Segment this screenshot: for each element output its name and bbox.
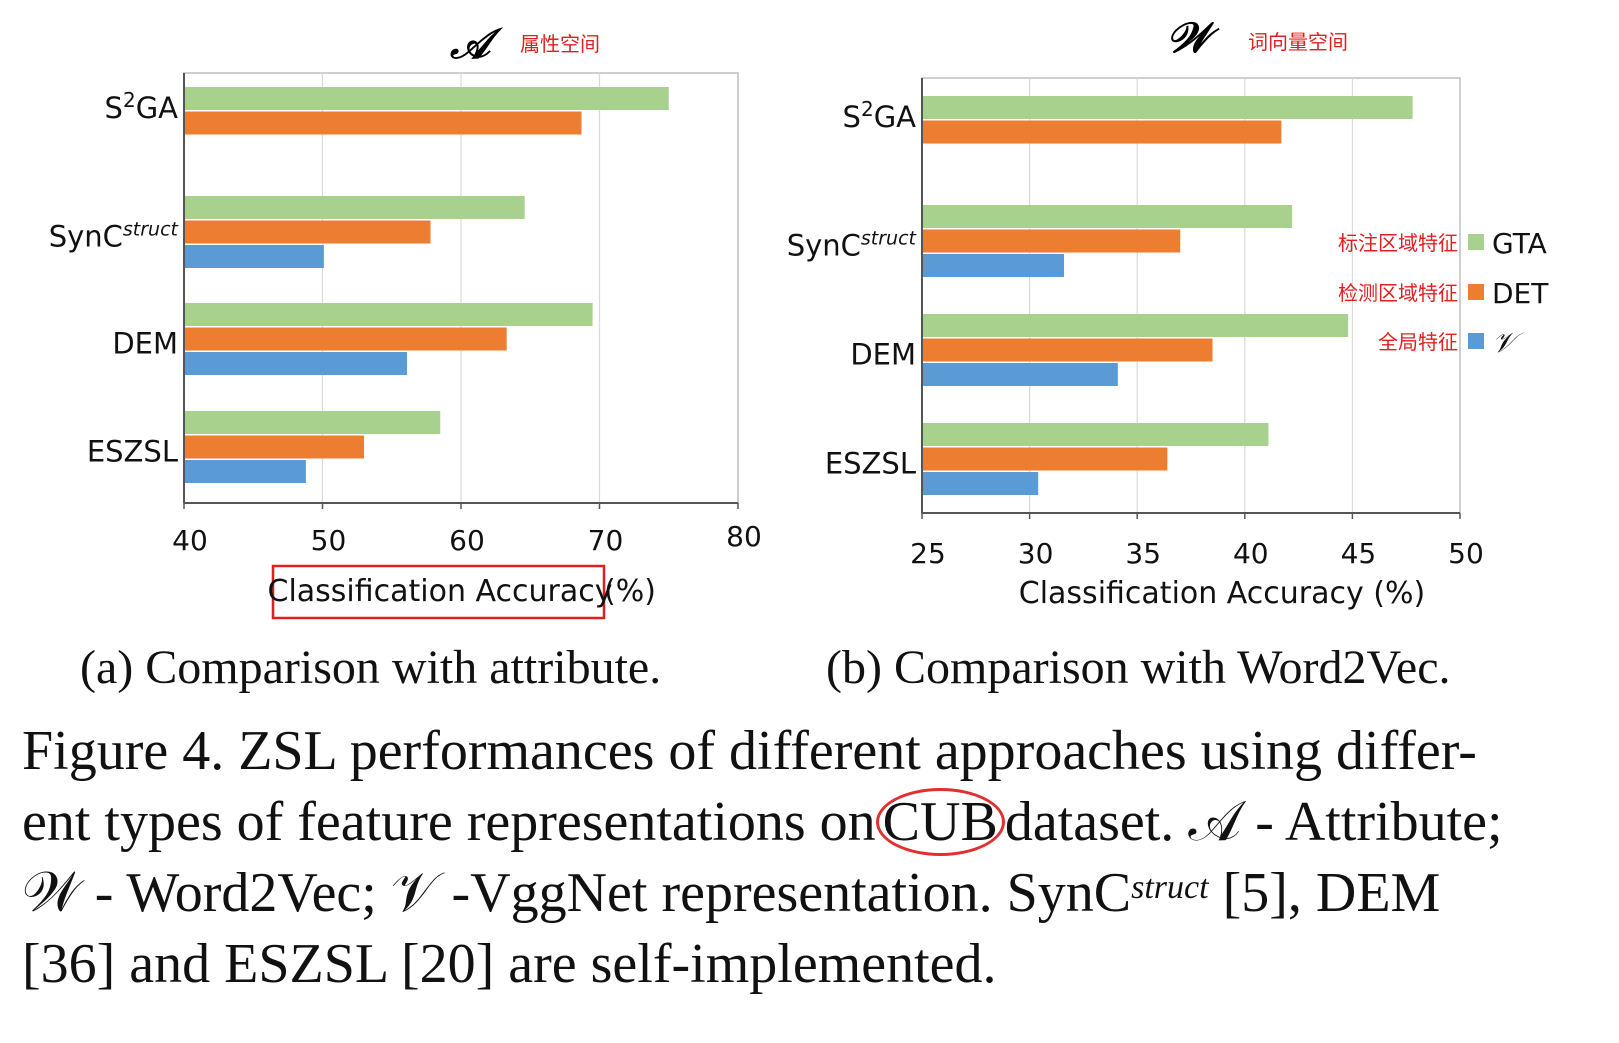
caption-line-2-post: dataset. 𝒜 - Attribute; <box>1004 791 1503 853</box>
category-label-eszsl: ESZSL <box>87 435 178 469</box>
bar-v-syncstruct <box>923 254 1065 277</box>
legend-annotation: 检测区域特征 <box>1338 281 1458 305</box>
caption-line-3-sup: struct <box>1131 869 1209 906</box>
figure-canvas: 𝒜 属性空间 40 50 60 70 80S2GASynCstructDEMESZSL … <box>49 16 1550 620</box>
bar-gta-dem <box>185 303 593 326</box>
bar-det-s2ga <box>185 111 582 135</box>
chart-b-legend: 标注区域特征 GTA 检测区域特征 DET 全局特征 𝒱 <box>1338 227 1549 359</box>
chart-a-xlabel: Classification Accuracy <box>268 574 613 609</box>
bar-det-syncstruct <box>923 229 1181 253</box>
bar-gta-syncstruct <box>185 196 525 219</box>
legend-label: GTA <box>1492 227 1547 260</box>
bar-det-dem <box>923 338 1213 362</box>
category-label-syncstruct: SynCstruct <box>49 219 180 254</box>
chart-a-xlabel-highlight-box <box>271 564 606 620</box>
caption-line-4: [36] and ESZSL [20] are self-implemented… <box>22 933 997 995</box>
x-tick-label: 30 <box>1018 537 1054 570</box>
bar-gta-syncstruct <box>923 205 1293 228</box>
chart-a-title: 𝒜 <box>449 22 504 68</box>
chart-a-xlabel-unit: (%) <box>604 574 656 609</box>
caption-cub-highlight: CUB <box>875 788 1005 856</box>
caption-line-1: Figure 4. ZSL performances of different … <box>22 720 1477 782</box>
x-tick-label: 35 <box>1125 537 1161 570</box>
legend-annotation: 标注区域特征 <box>1338 231 1458 255</box>
category-label-s2ga: S2GA <box>843 97 917 134</box>
caption-line-3: 𝒲 - Word2Vec; 𝒱 -VggNet representation. … <box>22 858 1600 929</box>
chart-a-annotation: 属性空间 <box>520 32 600 56</box>
x-tick-label: 50 <box>311 524 347 557</box>
legend-label: DET <box>1492 277 1549 310</box>
bar-det-syncstruct <box>185 220 431 244</box>
x-tick-label: 60 <box>449 524 485 557</box>
chart-a-plot: 40 50 60 70 80 S2GA SynCstruct DEM ESZSL <box>49 72 762 557</box>
bar-v-eszsl <box>923 472 1039 495</box>
bar-gta-s2ga <box>923 96 1413 119</box>
bar-det-eszsl <box>185 435 365 459</box>
chart-a: 𝒜 属性空间 40 50 60 70 80S2GASynCstructDEMESZSL … <box>49 22 762 620</box>
figure-caption: Figure 4. ZSL performances of different … <box>22 716 1600 1000</box>
subcaption-b: (b) Comparison with Word2Vec. <box>826 641 1451 694</box>
caption-line-2-pre: ent types of feature representations on <box>22 791 876 853</box>
caption-line-3-pre: 𝒲 - Word2Vec; 𝒱 -VggNet representation. … <box>22 862 1132 924</box>
bar-gta-eszsl <box>185 411 441 434</box>
bar-det-eszsl <box>923 447 1168 471</box>
bar-v-syncstruct <box>185 245 324 268</box>
caption-line-2: ent types of feature representations on C… <box>22 787 1600 858</box>
category-label-dem: DEM <box>850 338 916 372</box>
subcaption-a: (a) Comparison with attribute. <box>80 641 662 694</box>
category-label-s2ga: S2GA <box>105 88 179 125</box>
bar-gta-eszsl <box>923 423 1269 446</box>
chart-b-title: 𝒲 <box>1166 16 1220 62</box>
bar-gta-s2ga <box>185 87 669 110</box>
x-tick-label: 40 <box>172 524 208 557</box>
chart-b-plot: 25 30 35 40 45 50 S2GA SynCstruct DEM ESZSL <box>787 77 1484 570</box>
bar-v-eszsl <box>185 460 306 483</box>
legend-label: 𝒱 <box>1492 328 1524 359</box>
chart-b-xlabel: Classification Accuracy (%) <box>1019 576 1425 611</box>
x-tick-label: 50 <box>1448 537 1484 570</box>
x-tick-label: 80 <box>726 520 762 553</box>
legend-annotation: 全局特征 <box>1378 330 1458 354</box>
bar-v-dem <box>185 352 407 375</box>
x-tick-label: 40 <box>1233 537 1269 570</box>
chart-b-annotation: 词向量空间 <box>1248 30 1348 54</box>
bar-det-dem <box>185 327 507 351</box>
caption-line-3-post: [5], DEM <box>1208 862 1441 924</box>
category-label-syncstruct: SynCstruct <box>787 228 918 263</box>
bar-v-dem <box>923 363 1118 386</box>
legend-swatch <box>1468 234 1484 250</box>
bar-det-s2ga <box>923 120 1282 144</box>
category-label-dem: DEM <box>112 327 178 361</box>
legend-swatch <box>1468 284 1484 300</box>
bar-gta-dem <box>923 314 1349 337</box>
legend-swatch <box>1468 333 1484 349</box>
x-tick-label: 70 <box>588 524 624 557</box>
category-label-eszsl: ESZSL <box>825 447 916 481</box>
x-tick-label: 25 <box>910 537 946 570</box>
x-tick-label: 45 <box>1341 537 1377 570</box>
chart-b: 𝒲 词向量空间 25 30 35 40 45 50 S2GA SynCstruct DEM ESZ… <box>787 16 1550 611</box>
